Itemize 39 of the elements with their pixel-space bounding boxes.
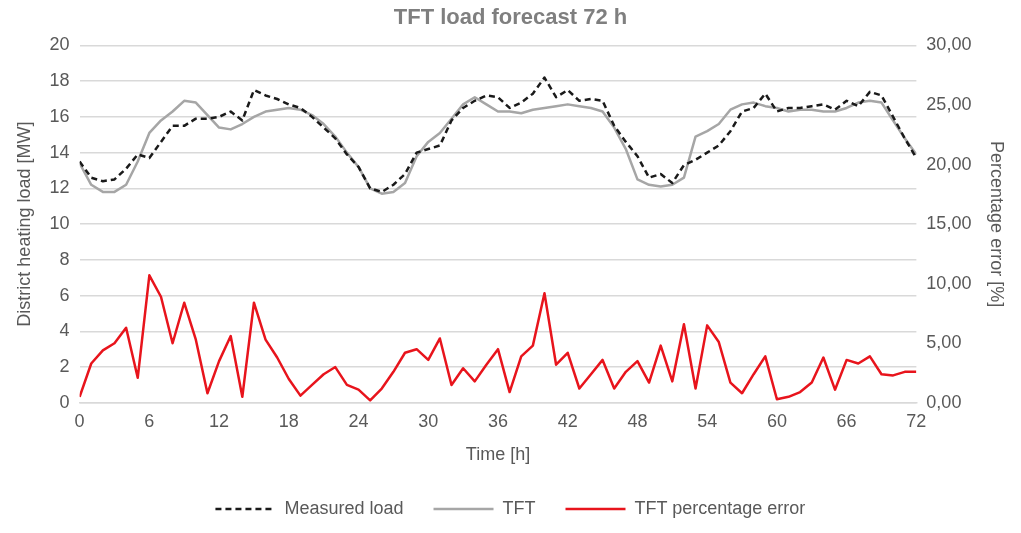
x-tick-label: 54	[697, 410, 718, 431]
y-tick-label: 18	[49, 70, 70, 91]
x-tick-label: 24	[348, 410, 369, 431]
y-tick-label: 4	[59, 320, 70, 341]
x-tick-label: 30	[418, 410, 439, 431]
x-tick-label: 60	[766, 410, 787, 431]
line-series	[79, 76, 917, 194]
legend-label: TFT	[502, 497, 536, 518]
x-tick-label: 0	[74, 410, 85, 431]
legend-label: Measured load	[284, 497, 404, 518]
y2-tick-label: 15,00	[926, 213, 972, 234]
y2-tick-label: 20,00	[926, 153, 972, 174]
y2-axis-title: Percentage error [%]	[987, 141, 1008, 308]
y-tick-label: 0	[59, 391, 70, 412]
legend-label: TFT percentage error	[634, 497, 806, 518]
y2-tick-label: 25,00	[926, 93, 972, 114]
chart-title: TFT load forecast 72 h	[393, 4, 628, 30]
x-tick-label: 66	[836, 410, 857, 431]
y2-tick-label: 30,00	[926, 34, 972, 55]
y2-tick-label: 0,00	[926, 391, 962, 412]
y-tick-label: 14	[49, 141, 70, 162]
y-tick-label: 2	[59, 356, 70, 377]
x-tick-label: 12	[209, 410, 230, 431]
y-tick-label: 10	[49, 213, 70, 234]
x-tick-label: 48	[627, 410, 648, 431]
x-tick-label: 42	[557, 410, 578, 431]
x-tick-label: 6	[144, 410, 155, 431]
x-tick-label: 36	[487, 410, 508, 431]
y-tick-label: 6	[59, 284, 70, 305]
x-axis-title: Time [h]	[465, 444, 531, 465]
y-tick-label: 12	[49, 177, 70, 198]
y2-tick-label: 5,00	[926, 332, 962, 353]
y-axis-title: District heating load [MW]	[13, 121, 34, 327]
x-tick-label: 72	[906, 410, 927, 431]
y-tick-label: 8	[59, 248, 70, 269]
x-tick-label: 18	[278, 410, 299, 431]
y2-tick-label: 10,00	[926, 272, 972, 293]
y-tick-label: 20	[49, 34, 70, 55]
y-tick-label: 16	[49, 105, 70, 126]
